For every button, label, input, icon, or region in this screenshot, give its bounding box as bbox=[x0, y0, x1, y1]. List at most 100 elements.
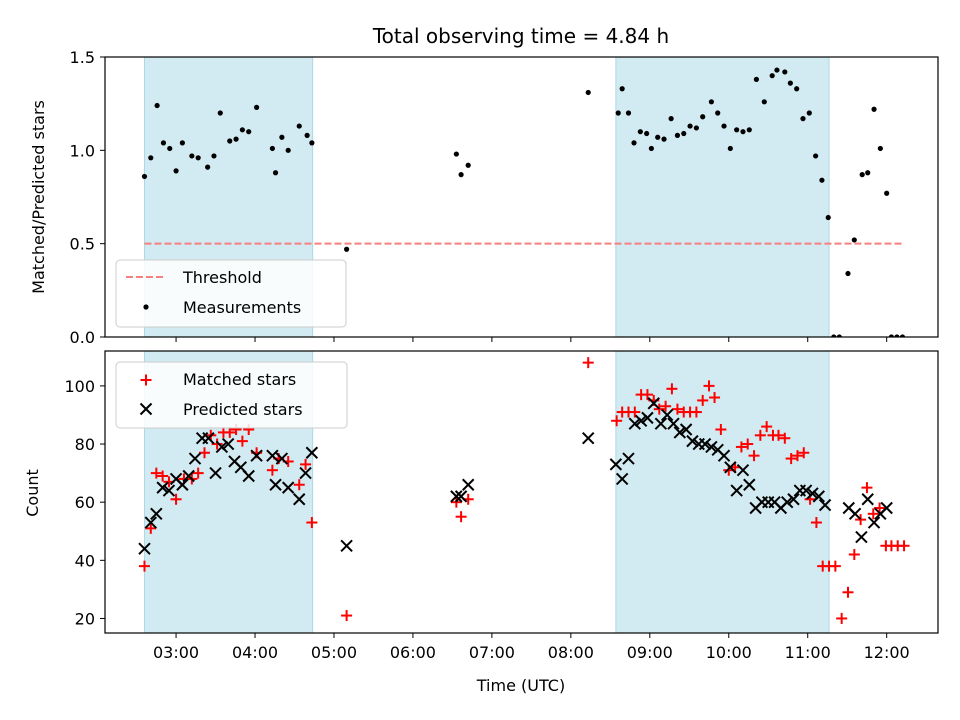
matched-star-point bbox=[192, 467, 204, 479]
measurement-point bbox=[189, 153, 195, 159]
predicted-star-point bbox=[730, 484, 743, 497]
measurement-point bbox=[585, 89, 591, 96]
measurement-point bbox=[239, 127, 245, 133]
measurement-point bbox=[173, 168, 179, 174]
predicted-star-point bbox=[450, 490, 463, 503]
matched-star-point bbox=[715, 423, 727, 435]
predicted-star-point bbox=[266, 449, 279, 462]
bottom-panel: 20 40 60 80 100 03:00 04:00 05:00 06:00 07:00 08:0… bbox=[64, 350, 939, 662]
matched-star-point bbox=[611, 415, 623, 427]
chart-title: Total observing time = 4.84 h bbox=[372, 24, 669, 48]
predicted-star-point bbox=[242, 469, 255, 483]
predicted-star-point bbox=[615, 472, 629, 486]
measurement-point bbox=[877, 145, 883, 152]
measurement-point bbox=[774, 67, 780, 73]
matched-star-point bbox=[150, 467, 162, 479]
measurement-point bbox=[285, 147, 291, 153]
measurement-point bbox=[871, 106, 877, 112]
measurement-point bbox=[637, 129, 643, 135]
predicted-star-point bbox=[156, 481, 169, 494]
matched-star-point bbox=[785, 453, 797, 465]
top-panel: 0.0 0.5 1.0 1.5 Threshold Measurements bbox=[70, 48, 939, 347]
measurement-point bbox=[693, 125, 699, 131]
predicted-star-point bbox=[582, 432, 595, 445]
measurement-point bbox=[782, 69, 788, 75]
matched-star-point bbox=[293, 479, 305, 491]
matched-star-point bbox=[157, 470, 169, 482]
bottom-axes-frame bbox=[104, 350, 939, 634]
top-y-tick-label: 1.5 bbox=[70, 48, 95, 67]
predicted-star-point bbox=[454, 490, 468, 503]
measurement-point bbox=[831, 334, 837, 337]
measurement-point bbox=[894, 334, 900, 337]
matched-star-point bbox=[641, 389, 653, 401]
predicted-star-point bbox=[743, 478, 756, 491]
predicted-star-point bbox=[673, 426, 687, 439]
x-tick-label: 09:00 bbox=[627, 643, 673, 662]
measurement-point bbox=[309, 140, 315, 146]
predicted-star-point bbox=[609, 458, 623, 471]
predicted-star-point bbox=[861, 493, 874, 506]
bottom-y-tick-label: 40 bbox=[75, 551, 95, 570]
predicted-star-point bbox=[340, 539, 353, 552]
predicted-star-point bbox=[305, 446, 319, 459]
matched-star-point bbox=[898, 540, 910, 552]
measurement-point bbox=[304, 132, 310, 138]
measurement-point bbox=[813, 153, 819, 159]
x-tick-label: 03:00 bbox=[153, 643, 199, 662]
predicted-star-point bbox=[250, 449, 263, 462]
bottom-y-tick-label: 100 bbox=[64, 377, 95, 396]
predicted-star-point bbox=[880, 501, 893, 515]
predicted-star-point bbox=[679, 423, 693, 436]
matched-star-point bbox=[455, 511, 467, 523]
predicted-star-point bbox=[660, 408, 674, 422]
measurement-point bbox=[734, 127, 740, 133]
measurement-point bbox=[746, 127, 752, 133]
measurement-point bbox=[619, 86, 625, 92]
measurement-point bbox=[769, 73, 775, 79]
predicted-star-point bbox=[736, 463, 750, 477]
predicted-star-point bbox=[654, 417, 668, 430]
matched-star-point bbox=[198, 447, 210, 459]
measurement-point bbox=[681, 130, 687, 137]
measurement-point bbox=[269, 145, 275, 152]
measurement-point bbox=[888, 334, 895, 337]
measurement-point bbox=[806, 110, 812, 116]
matched-star-point bbox=[582, 357, 594, 369]
measurement-point bbox=[631, 140, 637, 146]
matched-star-point bbox=[341, 610, 353, 622]
matched-star-point bbox=[138, 560, 150, 572]
x-tick-label: 11:00 bbox=[785, 643, 831, 662]
matched-star-point bbox=[798, 447, 810, 459]
measurement-point bbox=[246, 129, 252, 135]
predicted-star-point bbox=[138, 542, 151, 555]
matched-star-point bbox=[306, 517, 318, 529]
bottom-y-axis-label: Count bbox=[23, 469, 42, 517]
matched-star-point bbox=[145, 522, 157, 534]
legend-matched-swatch bbox=[140, 374, 152, 386]
top-y-tick-label: 1.0 bbox=[70, 141, 95, 160]
measurement-point bbox=[453, 151, 459, 157]
predicted-star-point bbox=[275, 452, 289, 465]
matched-star-point bbox=[761, 421, 773, 433]
measurement-point bbox=[825, 214, 831, 221]
measurement-point bbox=[154, 102, 160, 109]
measurement-point bbox=[148, 155, 154, 161]
matched-star-point bbox=[709, 392, 721, 404]
predicted-star-point bbox=[182, 469, 195, 483]
measurement-point bbox=[819, 177, 825, 183]
matched-star-point bbox=[829, 560, 841, 572]
predicted-star-point bbox=[806, 487, 819, 500]
measurement-point bbox=[195, 155, 201, 161]
legend-matched-label: Matched stars bbox=[183, 370, 296, 389]
predicted-star-point bbox=[209, 466, 222, 480]
matched-star-point bbox=[748, 450, 760, 462]
top-legend: Threshold Measurements bbox=[115, 259, 347, 328]
measurement-point bbox=[708, 99, 714, 105]
measurement-point bbox=[141, 173, 148, 180]
matched-star-point bbox=[236, 435, 248, 447]
measurement-point bbox=[740, 129, 746, 135]
predicted-star-point bbox=[686, 434, 699, 448]
predicted-star-point bbox=[293, 493, 306, 506]
measurement-point bbox=[160, 140, 167, 146]
